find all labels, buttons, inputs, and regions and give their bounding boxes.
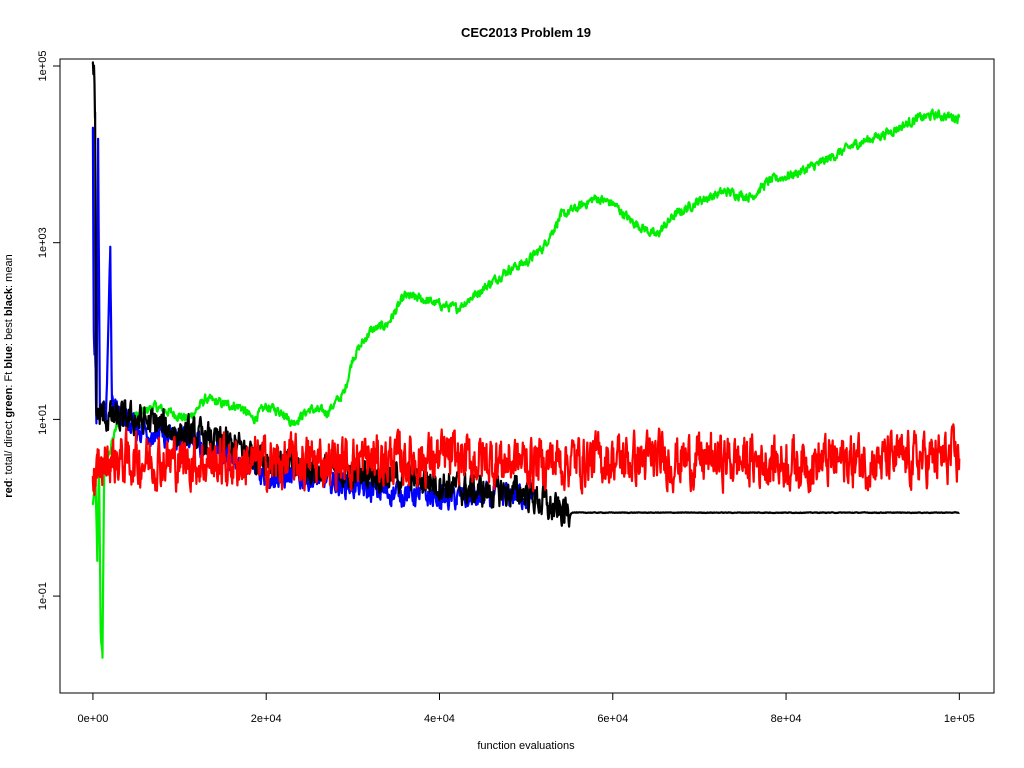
y-axis-label: red: total/ direct green: Ft blue: best … (3, 254, 15, 497)
y-axis: 1e-01 1e+01 1e+03 1e+05 (37, 51, 61, 610)
plot-area (59, 58, 995, 694)
x-axis: 0e+00 2e+04 4e+04 6e+04 8e+04 1e+05 (77, 692, 975, 725)
series-line-4 (91, 423, 961, 497)
y-tick-label: 1e+03 (37, 227, 49, 258)
x-tick-label: 2e+04 (251, 713, 282, 725)
series-layer (91, 61, 961, 659)
x-tick-label: 8e+04 (771, 713, 802, 725)
y-label-part: : total/ direct (3, 418, 15, 481)
y-label-part: black (3, 287, 15, 316)
y-tick-label: 1e+05 (37, 51, 49, 82)
x-tick-label: 1e+05 (944, 713, 975, 725)
chart-title: CEC2013 Problem 19 (461, 25, 591, 40)
x-axis-label: function evaluations (477, 740, 575, 752)
x-tick-label: 0e+00 (77, 713, 108, 725)
y-label-part: green (3, 387, 15, 417)
y-tick-label: 1e-01 (37, 582, 49, 610)
y-label-part: blue (3, 346, 15, 369)
y-label-part: red (3, 481, 15, 498)
y-label-part: : best (3, 316, 15, 346)
x-tick-label: 6e+04 (597, 713, 628, 725)
y-label-part: : Ft (3, 369, 15, 388)
x-tick-label: 4e+04 (424, 713, 455, 725)
y-label-part: : mean (3, 254, 15, 288)
series-line-1 (91, 108, 961, 659)
y-tick-label: 1e+01 (37, 404, 49, 435)
